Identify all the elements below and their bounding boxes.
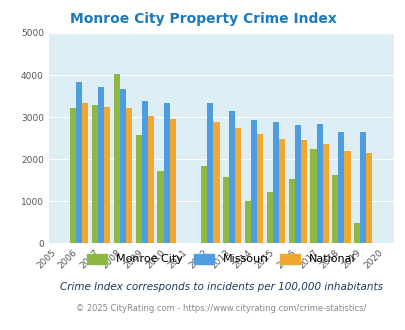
Bar bbox=[353, 223, 359, 243]
Bar bbox=[228, 111, 234, 243]
Bar bbox=[278, 139, 284, 243]
Bar bbox=[365, 153, 371, 243]
Bar bbox=[294, 125, 300, 243]
Bar bbox=[244, 201, 250, 243]
Bar bbox=[104, 107, 110, 243]
Legend: Monroe City, Missouri, National: Monroe City, Missouri, National bbox=[87, 253, 354, 264]
Bar bbox=[359, 132, 365, 243]
Bar bbox=[119, 89, 126, 243]
Bar bbox=[169, 119, 175, 243]
Bar bbox=[157, 171, 163, 243]
Bar bbox=[207, 103, 213, 243]
Bar bbox=[98, 87, 104, 243]
Bar bbox=[300, 140, 306, 243]
Bar bbox=[331, 175, 337, 243]
Bar bbox=[337, 132, 343, 243]
Bar bbox=[309, 149, 316, 243]
Bar bbox=[141, 101, 147, 243]
Bar bbox=[163, 103, 169, 243]
Bar bbox=[250, 119, 256, 243]
Bar bbox=[256, 134, 262, 243]
Text: © 2025 CityRating.com - https://www.cityrating.com/crime-statistics/: © 2025 CityRating.com - https://www.city… bbox=[76, 304, 366, 313]
Bar bbox=[70, 108, 76, 243]
Bar bbox=[266, 192, 272, 243]
Bar bbox=[222, 177, 228, 243]
Bar bbox=[76, 82, 82, 243]
Text: Crime Index corresponds to incidents per 100,000 inhabitants: Crime Index corresponds to incidents per… bbox=[60, 282, 382, 292]
Bar bbox=[322, 144, 328, 243]
Bar bbox=[92, 105, 98, 243]
Bar bbox=[113, 74, 119, 243]
Bar bbox=[316, 124, 322, 243]
Text: Monroe City Property Crime Index: Monroe City Property Crime Index bbox=[69, 13, 336, 26]
Bar bbox=[343, 151, 350, 243]
Bar bbox=[147, 116, 153, 243]
Bar bbox=[288, 179, 294, 243]
Bar bbox=[135, 135, 141, 243]
Bar bbox=[126, 108, 132, 243]
Bar bbox=[272, 122, 278, 243]
Bar bbox=[213, 122, 219, 243]
Bar bbox=[82, 103, 88, 243]
Bar bbox=[234, 128, 241, 243]
Bar bbox=[201, 166, 207, 243]
